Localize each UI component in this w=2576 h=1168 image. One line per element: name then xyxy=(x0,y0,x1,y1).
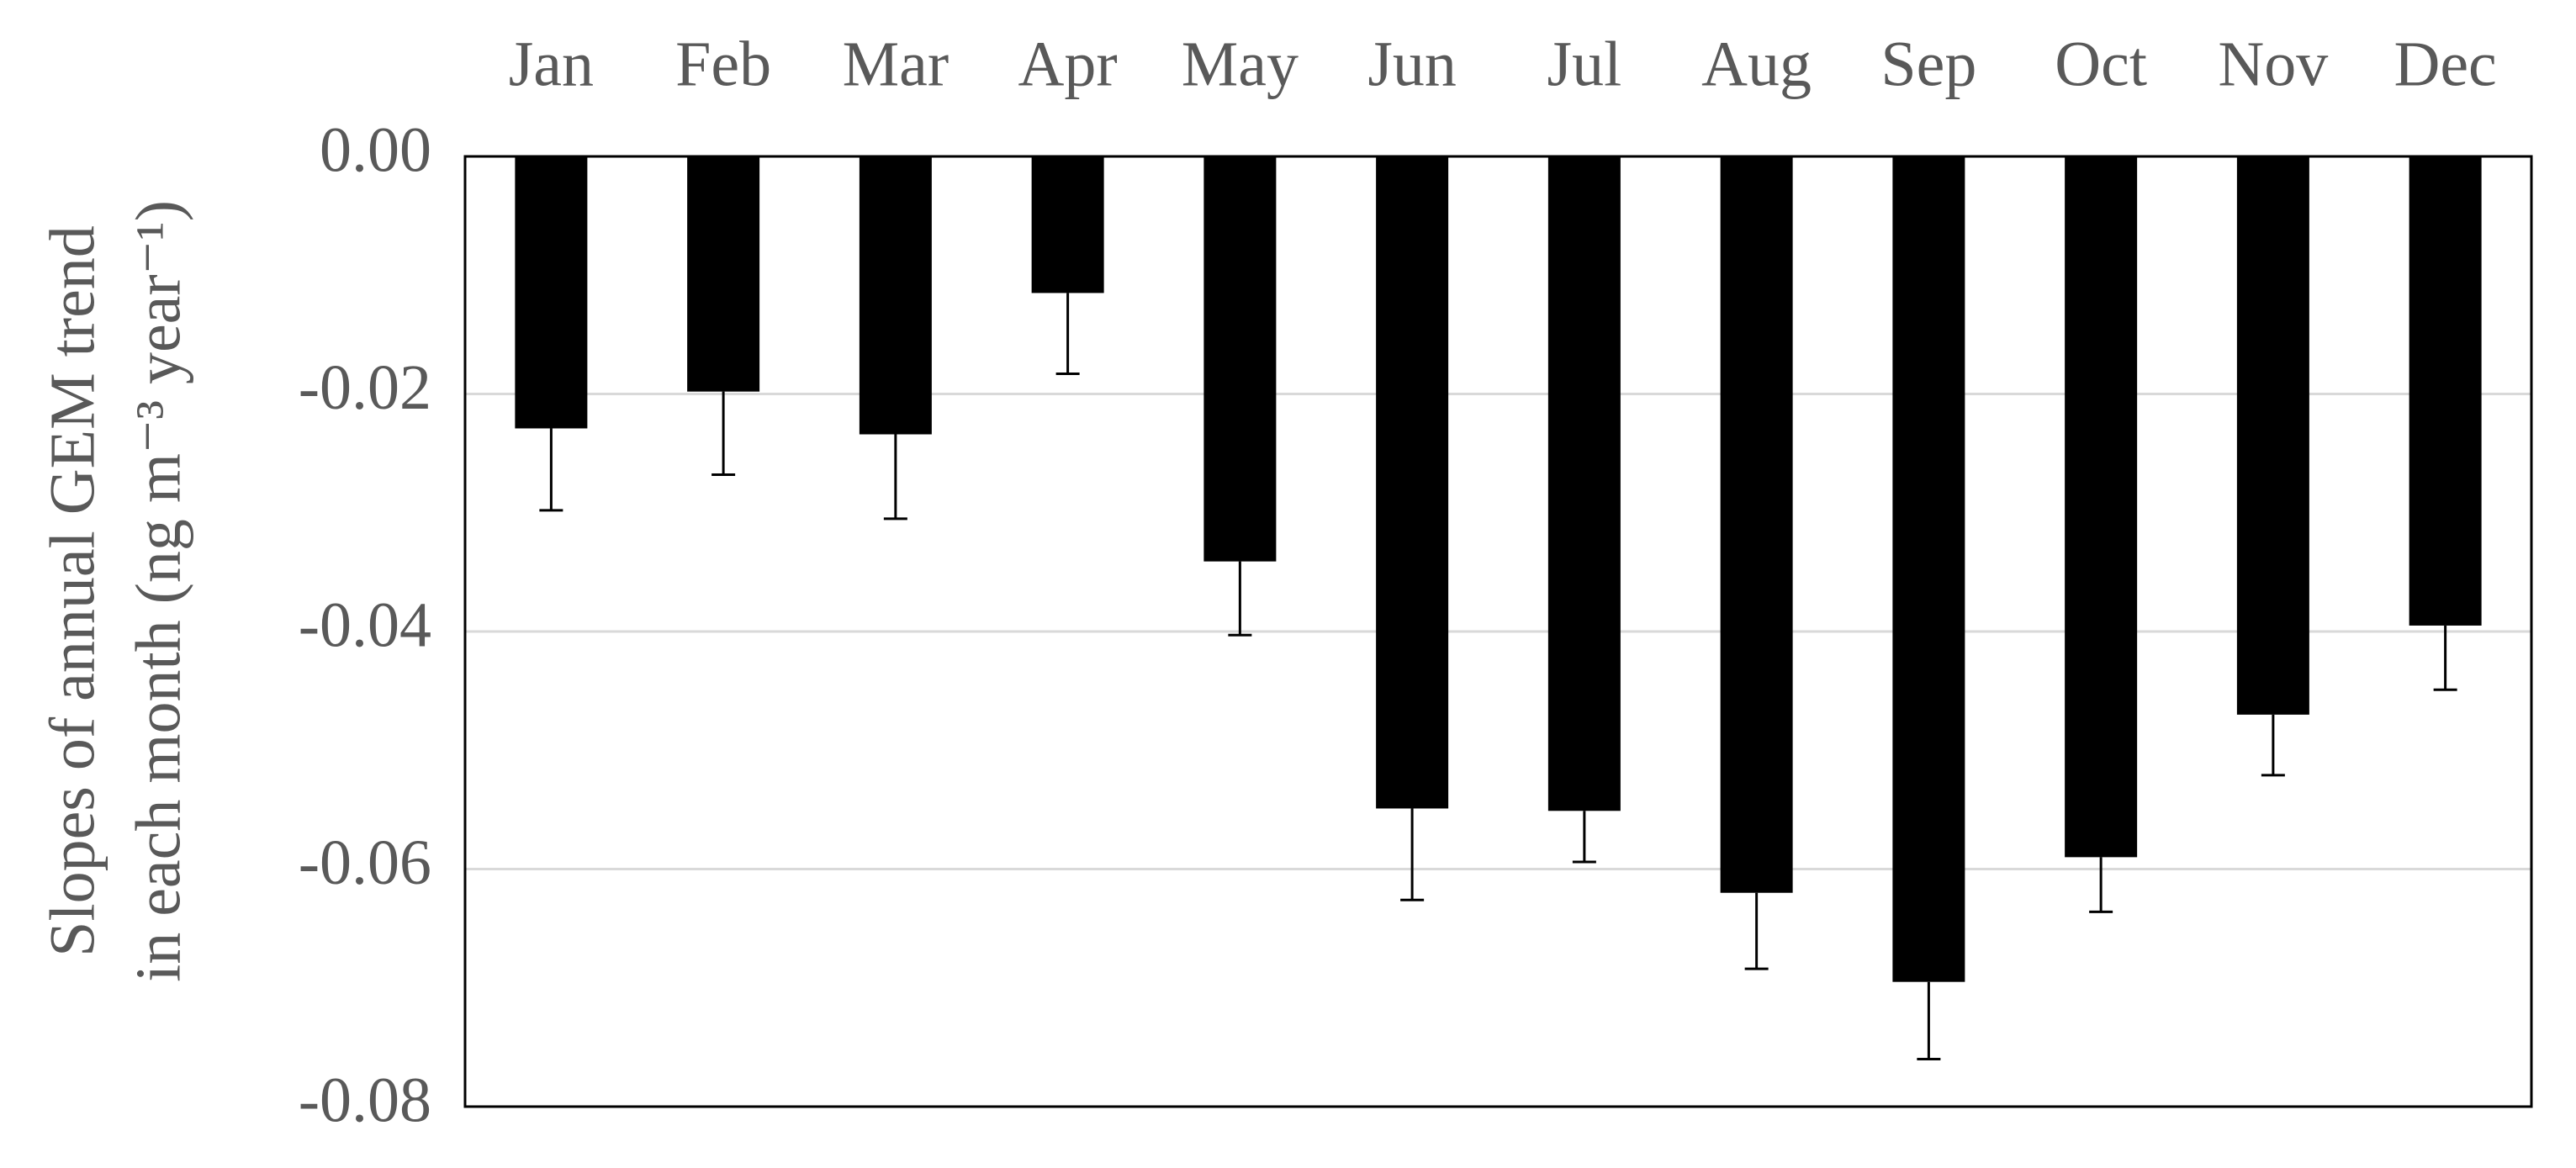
y-tick-label: -0.08 xyxy=(299,1065,431,1135)
error-bar xyxy=(2433,625,2457,691)
plot-frame xyxy=(463,155,2533,1108)
bar xyxy=(859,156,932,435)
bar xyxy=(1892,156,1965,982)
error-bar xyxy=(539,428,563,512)
error-bar xyxy=(2089,857,2113,913)
error-bar xyxy=(2261,714,2285,777)
x-tick-label: Mar xyxy=(843,29,949,99)
bar xyxy=(2065,156,2138,858)
y-axis-label: Slopes of annual GEM trend xyxy=(37,225,108,957)
bar xyxy=(687,156,760,392)
y-tick-label: 0.00 xyxy=(320,114,431,185)
y-tick-label: -0.02 xyxy=(299,352,431,423)
error-bar xyxy=(883,434,907,521)
error-bar xyxy=(711,391,736,477)
bar xyxy=(2236,156,2309,715)
bar xyxy=(2409,156,2482,626)
x-tick-label: Oct xyxy=(2055,29,2147,99)
error-bar xyxy=(1055,293,1080,375)
y-tick-label: -0.04 xyxy=(299,589,431,660)
bar xyxy=(1720,156,1793,893)
bar xyxy=(1031,156,1104,293)
error-bar xyxy=(1400,808,1425,901)
x-tick-label: May xyxy=(1182,29,1299,99)
bar xyxy=(1376,156,1449,809)
x-tick-label: Feb xyxy=(675,29,771,99)
y-axis-label: in each month (ng m⁻³ year⁻¹) xyxy=(123,200,193,982)
error-bar xyxy=(1228,561,1252,637)
bar xyxy=(1203,156,1277,562)
x-tick-label: Dec xyxy=(2394,29,2496,99)
x-tick-label: Jul xyxy=(1547,29,1622,99)
x-tick-label: Aug xyxy=(1701,29,1812,99)
x-tick-label: Jun xyxy=(1367,29,1457,99)
bar xyxy=(515,156,588,429)
bar xyxy=(1547,156,1621,811)
x-tick-label: Sep xyxy=(1880,29,1976,99)
x-tick-label: Jan xyxy=(509,29,594,99)
y-tick-label: -0.06 xyxy=(299,827,431,898)
error-bar xyxy=(1744,892,1769,970)
x-tick-label: Nov xyxy=(2218,29,2328,99)
error-bar xyxy=(1917,981,1941,1060)
error-bar xyxy=(1572,811,1596,864)
x-tick-label: Apr xyxy=(1018,29,1118,99)
